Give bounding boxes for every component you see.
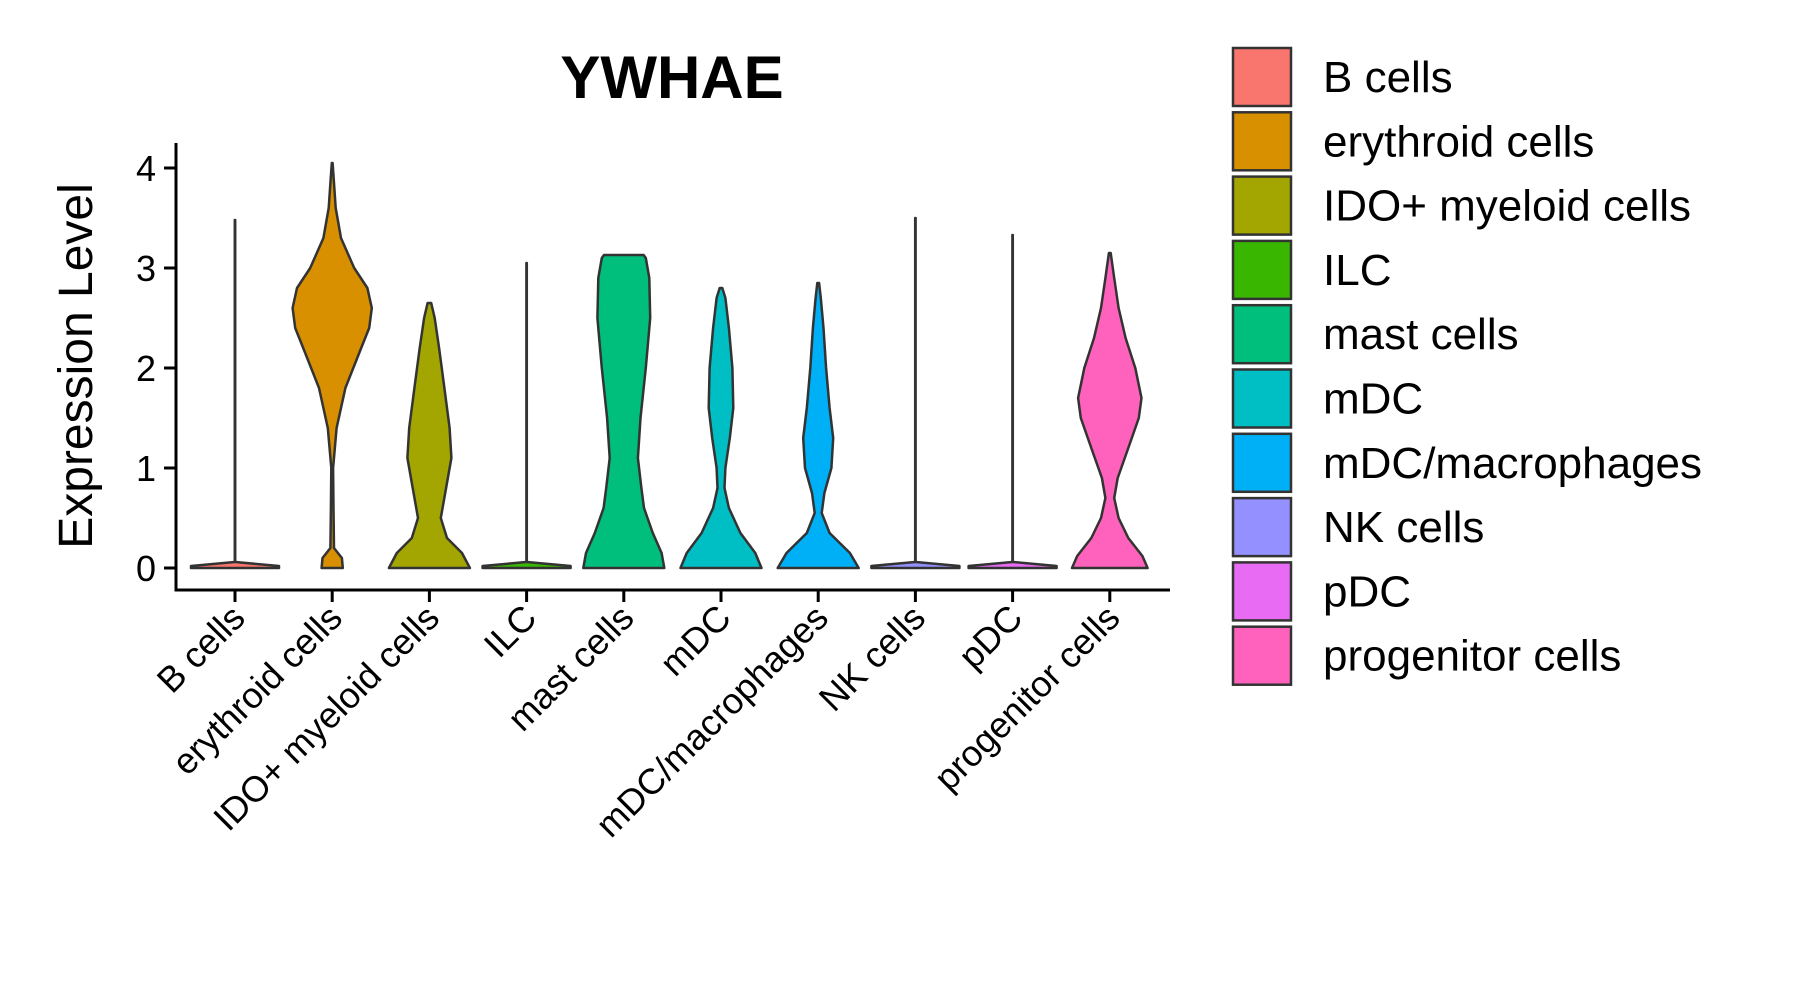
violin-ilc: [481, 261, 572, 570]
legend-key: [1231, 111, 1293, 172]
chart-title: YWHAE: [560, 44, 783, 111]
legend-label: mast cells: [1323, 310, 1519, 359]
legend-key: [1231, 46, 1293, 108]
legend-key: [1231, 368, 1293, 429]
x-tick-label: NK cells: [811, 597, 933, 719]
legend-key: [1231, 625, 1293, 686]
legend-key: [1231, 432, 1293, 494]
x-tick-label: erythroid cells: [164, 597, 350, 783]
legend-key: [1231, 239, 1293, 301]
violin-nk-cells: [870, 216, 961, 570]
plot-area: [189, 161, 1149, 570]
legend-label: IDO+ myeloid cells: [1323, 182, 1691, 231]
legend-label: mDC/macrophages: [1323, 439, 1702, 488]
y-axis-label: Expression Level: [50, 183, 103, 549]
y-tick-label: 2: [136, 348, 156, 389]
violin-mdc-macrophages: [776, 281, 860, 570]
legend-label: mDC: [1323, 375, 1423, 424]
violin-erythroid-cells: [291, 161, 374, 570]
legend-label: NK cells: [1323, 503, 1484, 552]
legend-label: progenitor cells: [1323, 632, 1621, 681]
x-tick-label: mDC: [652, 597, 739, 684]
violin-pdc: [967, 233, 1058, 570]
y-tick-label: 3: [136, 248, 156, 289]
legend-label: pDC: [1323, 567, 1411, 616]
legend-key: [1231, 303, 1293, 365]
y-tick-label: 0: [136, 548, 156, 589]
legend: B cells erythroid cells IDO+ myeloid cells…: [1231, 46, 1702, 686]
violin-progenitor-cells: [1070, 251, 1149, 570]
legend-key: [1231, 175, 1293, 236]
y-tick-label: 4: [136, 148, 156, 189]
legend-label: erythroid cells: [1323, 117, 1594, 166]
legend-label: B cells: [1323, 53, 1453, 102]
violin-mast-cells: [582, 253, 666, 570]
violin-b-cells: [189, 218, 281, 570]
y-tick-label: 1: [136, 448, 156, 489]
x-tick-label: ILC: [476, 597, 545, 666]
x-tick-label: pDC: [950, 597, 1030, 677]
legend-key: [1231, 496, 1293, 558]
legend-key: [1231, 561, 1293, 622]
violin-ido-myeloid-cells: [387, 301, 472, 570]
legend-label: ILC: [1323, 246, 1391, 295]
violin-mdc: [679, 286, 763, 570]
